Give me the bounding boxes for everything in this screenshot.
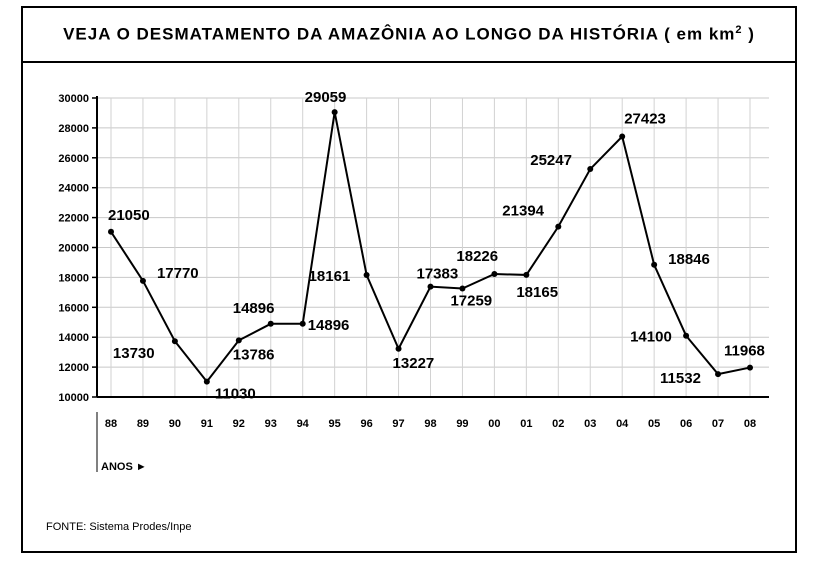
data-label: 11030	[215, 386, 256, 403]
data-point	[587, 166, 594, 173]
title-bar: VEJA O DESMATAMENTO DA AMAZÔNIA AO LONGO…	[23, 8, 795, 63]
x-tick-label: 96	[360, 418, 372, 430]
x-tick-label: 04	[616, 418, 629, 430]
data-point	[267, 320, 274, 327]
data-label: 11532	[660, 370, 701, 387]
chart-title: VEJA O DESMATAMENTO DA AMAZÔNIA AO LONGO…	[63, 24, 755, 44]
x-tick-label: 06	[680, 418, 692, 430]
x-tick-label: 03	[584, 418, 596, 430]
data-label: 27423	[624, 111, 666, 128]
x-tick-label: 02	[552, 418, 564, 430]
data-point	[235, 337, 242, 344]
data-point	[203, 378, 210, 385]
chart-frame: VEJA O DESMATAMENTO DA AMAZÔNIA AO LONGO…	[21, 6, 797, 553]
y-tick-label: 24000	[58, 183, 89, 195]
data-point	[555, 223, 562, 230]
data-point	[523, 271, 530, 278]
data-point	[619, 133, 626, 140]
data-label: 13786	[233, 346, 275, 363]
y-tick-label: 22000	[58, 213, 89, 225]
data-point	[139, 277, 146, 284]
data-label: 14100	[630, 329, 672, 346]
data-label: 14896	[233, 300, 275, 317]
x-tick-label: 88	[105, 418, 117, 430]
data-point	[459, 285, 466, 292]
y-tick-label: 30000	[58, 93, 89, 105]
data-point	[747, 364, 753, 371]
x-tick-label: 91	[201, 418, 213, 430]
data-point	[299, 320, 306, 327]
data-point	[363, 271, 370, 278]
data-label: 25247	[530, 152, 572, 169]
data-point	[427, 283, 434, 290]
x-axis-label: ANOS ►	[101, 461, 147, 473]
y-tick-label: 20000	[58, 243, 89, 255]
x-tick-label: 89	[137, 418, 149, 430]
y-tick-label: 14000	[58, 332, 89, 344]
data-label: 18161	[309, 268, 351, 285]
data-label: 21050	[108, 207, 150, 224]
x-tick-label: 98	[424, 418, 436, 430]
y-tick-label: 18000	[58, 272, 89, 284]
y-tick-label: 26000	[58, 153, 89, 165]
data-label: 13730	[113, 345, 155, 362]
data-label: 18165	[516, 284, 558, 301]
data-point	[108, 228, 114, 235]
source-note: FONTE: Sistema Prodes/Inpe	[46, 521, 192, 533]
data-point	[491, 271, 498, 278]
data-label: 18226	[456, 248, 498, 265]
x-tick-label: 07	[712, 418, 724, 430]
y-tick-label: 16000	[58, 302, 89, 314]
y-tick-label: 10000	[58, 392, 89, 404]
data-label: 18846	[668, 251, 710, 268]
x-tick-label: 94	[297, 418, 310, 430]
data-label: 29059	[305, 89, 347, 106]
data-label: 13227	[393, 355, 435, 372]
data-point	[171, 338, 178, 345]
data-label: 17383	[417, 266, 459, 283]
x-tick-label: 01	[520, 418, 532, 430]
x-tick-label: 08	[744, 418, 756, 430]
y-tick-label: 12000	[58, 362, 89, 374]
x-tick-label: 97	[392, 418, 404, 430]
data-label: 17770	[157, 265, 199, 282]
data-point	[683, 332, 690, 339]
data-point	[395, 345, 402, 352]
data-label: 14896	[308, 317, 350, 334]
data-label: 11968	[724, 343, 765, 360]
x-tick-label: 95	[329, 418, 341, 430]
x-tick-label: 05	[648, 418, 660, 430]
data-label: 21394	[502, 203, 544, 220]
data-point	[651, 261, 658, 268]
x-tick-label: 92	[233, 418, 245, 430]
data-point	[715, 371, 722, 378]
x-tick-label: 00	[488, 418, 500, 430]
x-tick-label: 99	[456, 418, 468, 430]
y-tick-label: 28000	[58, 123, 89, 135]
data-label: 17259	[450, 292, 492, 309]
x-tick-label: 93	[265, 418, 277, 430]
x-tick-label: 90	[169, 418, 181, 430]
data-point	[331, 109, 338, 116]
